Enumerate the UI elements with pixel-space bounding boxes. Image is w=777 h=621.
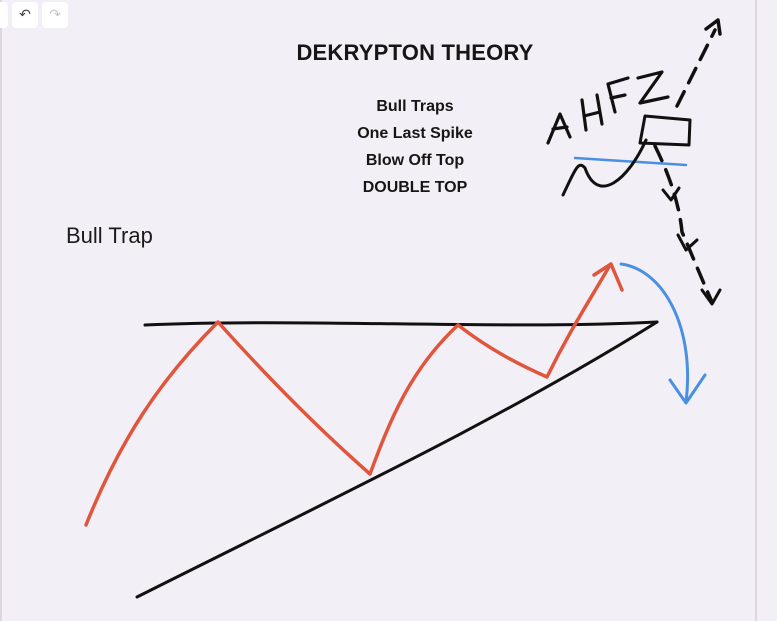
redo-icon: ↷: [49, 7, 61, 23]
right-border: [755, 0, 757, 621]
note-double-top: DOUBLE TOP: [362, 179, 468, 196]
price-arrow-head: [592, 262, 624, 292]
dashed-arrow-down-head-1: [661, 186, 681, 202]
left-border: [0, 0, 2, 621]
price-path: [84, 263, 612, 527]
undo-icon: ↶: [19, 7, 31, 23]
dashed-arrow-down-head-3: [700, 288, 722, 306]
menu-button[interactable]: [0, 2, 8, 28]
note-blow-off-top: Blow Off Top: [365, 152, 465, 169]
dashed-arrow-down: [653, 144, 714, 304]
handwriting-ah-fz: [546, 70, 670, 145]
redo-button[interactable]: ↷: [42, 2, 68, 28]
note-one-last-spike: One Last Spike: [357, 125, 473, 142]
dashed-arrow-up: [675, 28, 717, 108]
drop-arrow-head: [668, 373, 707, 405]
drop-arrow: [619, 262, 690, 404]
dashed-arrow-up-head: [704, 18, 722, 36]
mini-box: [638, 114, 692, 147]
bull-trap-label: Bull Trap: [66, 223, 153, 248]
mini-curve: [561, 138, 648, 197]
page-title: DEKRYPTON THEORY: [296, 40, 534, 65]
undo-button[interactable]: ↶: [12, 2, 38, 28]
notes-list: Bull Traps One Last Spike Blow Off Top D…: [315, 93, 515, 201]
dashed-arrow-down-head-2: [676, 233, 699, 252]
support-line: [135, 320, 659, 599]
toolbar: ↶ ↷: [0, 0, 88, 30]
mini-blue-line: [573, 156, 688, 167]
resistance-line: [143, 320, 659, 327]
note-bull-traps: Bull Traps: [376, 98, 454, 115]
